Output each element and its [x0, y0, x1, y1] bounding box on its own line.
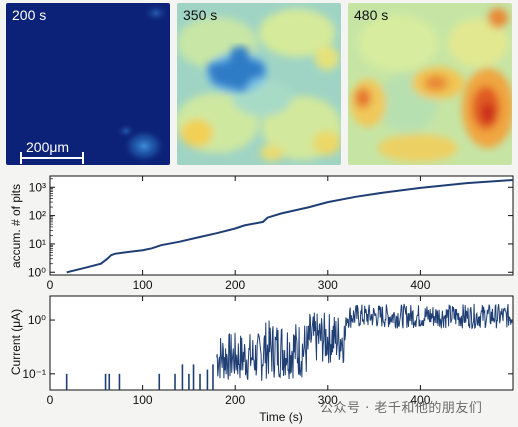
pits-y-tick-label: 10² — [29, 209, 46, 223]
pits-x-tick-label: 0 — [47, 278, 54, 292]
current-noise-trace — [345, 303, 513, 330]
heatmap-200s-image — [6, 3, 170, 165]
current-noise-trace — [262, 320, 310, 380]
current-x-tick-label: 100 — [133, 393, 153, 407]
current-series — [65, 303, 513, 390]
time-x-axis-label: Time (s) — [259, 410, 303, 424]
pits-y-tick-label: 10³ — [29, 180, 46, 194]
heatmap-350s: 350 s — [177, 3, 341, 165]
heatmap-480s: 480 s — [348, 3, 512, 165]
current-x-axis: 0 100 200 300 400 — [47, 296, 431, 407]
current-x-tick-label: 200 — [225, 393, 245, 407]
current-y-tick-label: 10⁰ — [28, 313, 46, 327]
pits-y-axis: 10⁰ 10¹ 10² 10³ — [28, 178, 513, 279]
panel-label: 480 s — [354, 7, 389, 23]
pits-x-axis: 0 100 200 300 400 — [47, 176, 431, 292]
pits-y-tick-label: 10¹ — [29, 237, 46, 251]
pits-y-axis-label: accum. # of pits — [9, 184, 23, 268]
current-x-tick-label: 400 — [410, 393, 430, 407]
current-noise-trace — [308, 312, 347, 364]
scale-bar — [20, 157, 84, 159]
watermark: 公众号 · 老千和他的朋友们 — [320, 401, 483, 416]
heatmap-350s-image — [177, 3, 341, 165]
current-noise-trace — [216, 332, 264, 381]
pits-y-tick-label: 10⁰ — [28, 265, 46, 279]
current-y-axis: 10⁻¹ 10⁰ — [22, 313, 513, 381]
current-x-tick-label: 300 — [318, 393, 338, 407]
scale-bar-right-tick — [82, 152, 84, 164]
heatmap-200s: 200 s 200μm — [6, 3, 170, 165]
pits-x-tick-label: 300 — [318, 278, 338, 292]
pits-x-tick-label: 400 — [410, 278, 430, 292]
scale-bar-label: 200μm — [26, 139, 70, 155]
pits-plot-frame — [49, 175, 514, 276]
panel-label: 350 s — [183, 7, 218, 23]
current-y-axis-label: Current (μA) — [9, 309, 23, 375]
heatmap-480s-image — [348, 3, 512, 165]
panel-label: 200 s — [12, 7, 47, 23]
current-x-tick-label: 0 — [47, 393, 54, 407]
pits-x-tick-label: 200 — [225, 278, 245, 292]
pits-series-line — [66, 179, 514, 274]
current-y-tick-label: 10⁻¹ — [22, 367, 46, 381]
pits-x-tick-label: 100 — [133, 278, 153, 292]
